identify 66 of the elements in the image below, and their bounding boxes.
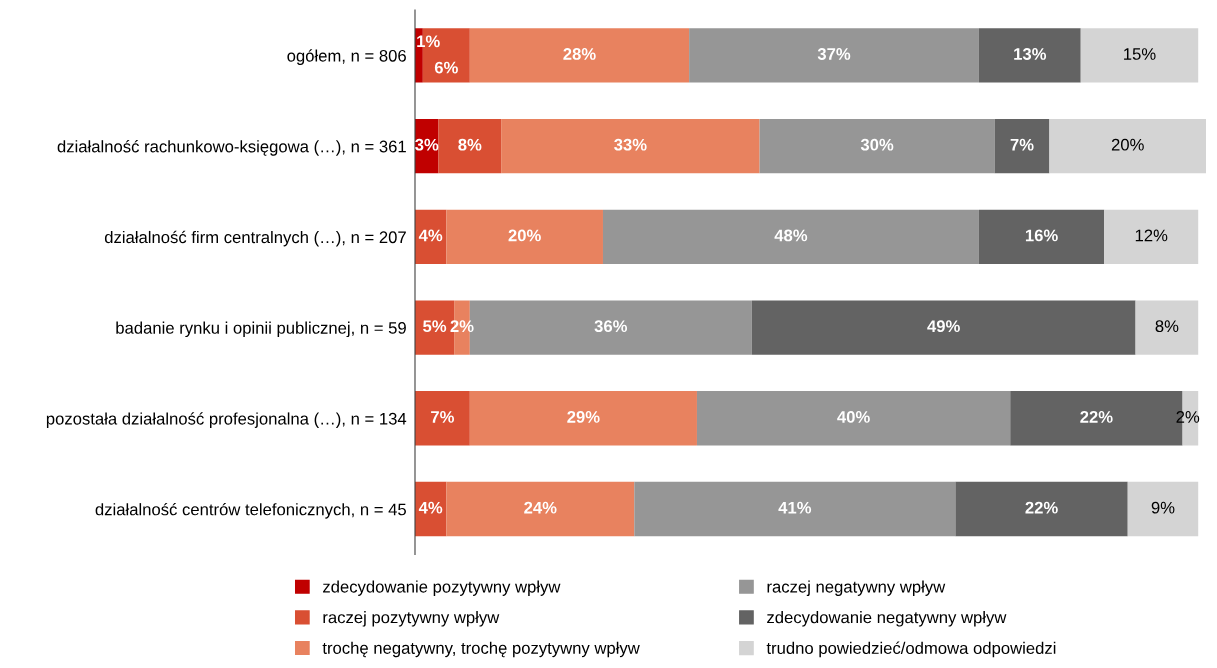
legend-label: raczej negatywny wpływ [767, 580, 946, 596]
data-label: 2% [450, 320, 474, 333]
data-label: 6% [434, 61, 458, 74]
data-label: 40% [837, 411, 870, 423]
data-label: 24% [524, 501, 557, 514]
data-label: 2% [1176, 411, 1200, 423]
legend-label: zdecydowanie negatywny wpływ [767, 611, 1007, 627]
data-label: 28% [563, 48, 596, 60]
bar [759, 118, 995, 174]
data-label: 20% [1111, 138, 1144, 151]
bar [1127, 481, 1199, 537]
bar [602, 209, 979, 265]
data-label: 13% [1014, 48, 1047, 60]
data-label: 22% [1080, 411, 1113, 423]
data-label: 8% [1155, 320, 1179, 333]
legend-label: raczej pozytywny wpływ [323, 611, 500, 627]
y-tick-label: działalność rachunkowo-księgowa (…), n = 361 [57, 139, 406, 156]
bar [689, 28, 979, 83]
data-label: 20% [508, 229, 541, 242]
y-tick-label: działalność centrów telefonicznych, n = 45 [95, 502, 406, 519]
data-label: 37% [817, 48, 851, 60]
data-label: 1% [417, 35, 440, 48]
data-label: 48% [774, 229, 808, 242]
data-label: 36% [594, 320, 628, 333]
legend-label: trudno powiedzieć/odmowa odpowiedzi [766, 641, 1056, 658]
bar [955, 481, 1128, 537]
data-label: 29% [567, 411, 600, 423]
data-label: 4% [418, 501, 443, 514]
bar [438, 118, 502, 174]
legend-label: trochę negatywny, trochę pozytywny wpływ [322, 641, 640, 658]
y-tick-label: działalność firm centralnych (…), n = 207 [104, 230, 406, 247]
bar [978, 28, 1081, 83]
y-tick-label: badanie rynku i opinii publicznej, n = 59 [116, 321, 406, 338]
data-label: 22% [1025, 501, 1058, 514]
data-label: 8% [458, 138, 482, 151]
bar [469, 391, 697, 446]
data-label: 5% [423, 320, 447, 333]
data-label: 7% [1010, 138, 1034, 151]
y-tick-label: pozostała działalność profesjonalna (…), n = 134 [46, 412, 407, 428]
bar [501, 118, 760, 174]
bar [1049, 118, 1207, 174]
legend-label: zdecydowanie pozytywny wpływ [323, 580, 561, 596]
y-tick-label: ogółem, n = 806 [287, 49, 406, 65]
data-label: 12% [1135, 229, 1168, 242]
data-label: 4% [418, 229, 443, 242]
bar [751, 300, 1136, 355]
bar [994, 118, 1050, 174]
data-label: 33% [614, 138, 647, 151]
data-label: 9% [1151, 501, 1175, 514]
bar [1080, 28, 1199, 83]
data-label: 30% [860, 138, 894, 151]
bar [469, 28, 690, 83]
bar [446, 481, 635, 537]
data-label: 15% [1124, 48, 1156, 60]
data-label: 7% [431, 411, 455, 423]
data-label: 41% [778, 501, 812, 514]
bar [1135, 300, 1199, 355]
bar [1104, 209, 1199, 265]
bar [415, 391, 470, 446]
bar [978, 209, 1105, 265]
data-label: 3% [415, 138, 439, 151]
data-label: 49% [927, 320, 960, 333]
data-label: 16% [1025, 229, 1058, 242]
bar [446, 209, 603, 265]
bar [696, 391, 1011, 446]
bar [634, 481, 956, 537]
